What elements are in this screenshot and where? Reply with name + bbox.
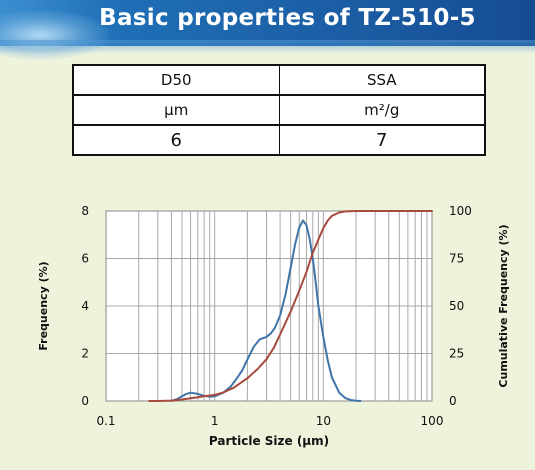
y2-tick-label: 75 xyxy=(449,252,464,266)
properties-table: D50 SSA μm m²/g 6 7 xyxy=(72,64,486,156)
y-tick-label: 4 xyxy=(81,299,89,313)
cumulative-frequency-line xyxy=(148,210,433,402)
table-header-ssa: SSA xyxy=(278,64,486,96)
table-units-row: μm m²/g xyxy=(72,94,486,126)
x-tick-labels: 0.1 1 10 100 xyxy=(96,414,443,428)
particle-size-chart: 0 2 4 6 8 0 25 50 75 100 0.1 1 10 100 Particle Size… xyxy=(37,204,510,448)
y2-tick-labels: 0 25 50 75 100 xyxy=(449,204,472,408)
title-banner: Basic properties of TZ-510-5 xyxy=(0,0,535,60)
x-tick-label: 1 xyxy=(211,414,219,428)
table-value-d50: 6 xyxy=(72,124,280,156)
y-tick-label: 0 xyxy=(81,394,89,408)
y-tick-label: 8 xyxy=(81,204,89,218)
y2-axis-label: Cumulative Frequency (%) xyxy=(497,224,510,387)
y2-tick-label: 100 xyxy=(449,204,472,218)
y2-tick-label: 25 xyxy=(449,347,464,361)
table-unit-d50: μm xyxy=(72,94,280,126)
y-tick-label: 6 xyxy=(81,252,89,266)
y-tick-label: 2 xyxy=(81,347,89,361)
table-unit-ssa: m²/g xyxy=(278,94,486,126)
x-axis-label: Particle Size (μm) xyxy=(209,434,329,448)
table-values-row: 6 7 xyxy=(72,124,486,156)
table-header-d50: D50 xyxy=(72,64,280,96)
x-tick-label: 10 xyxy=(316,414,331,428)
page-title: Basic properties of TZ-510-5 xyxy=(99,5,476,31)
table-value-ssa: 7 xyxy=(278,124,486,156)
x-tick-label: 0.1 xyxy=(96,414,115,428)
table-header-row: D50 SSA xyxy=(72,64,486,96)
x-tick-label: 100 xyxy=(421,414,444,428)
chart-grid xyxy=(106,211,432,401)
y-axis-label: Frequency (%) xyxy=(37,261,50,350)
y-tick-labels: 0 2 4 6 8 xyxy=(81,204,89,408)
y2-tick-label: 50 xyxy=(449,299,464,313)
y2-tick-label: 0 xyxy=(449,394,457,408)
chart-series xyxy=(148,210,433,402)
